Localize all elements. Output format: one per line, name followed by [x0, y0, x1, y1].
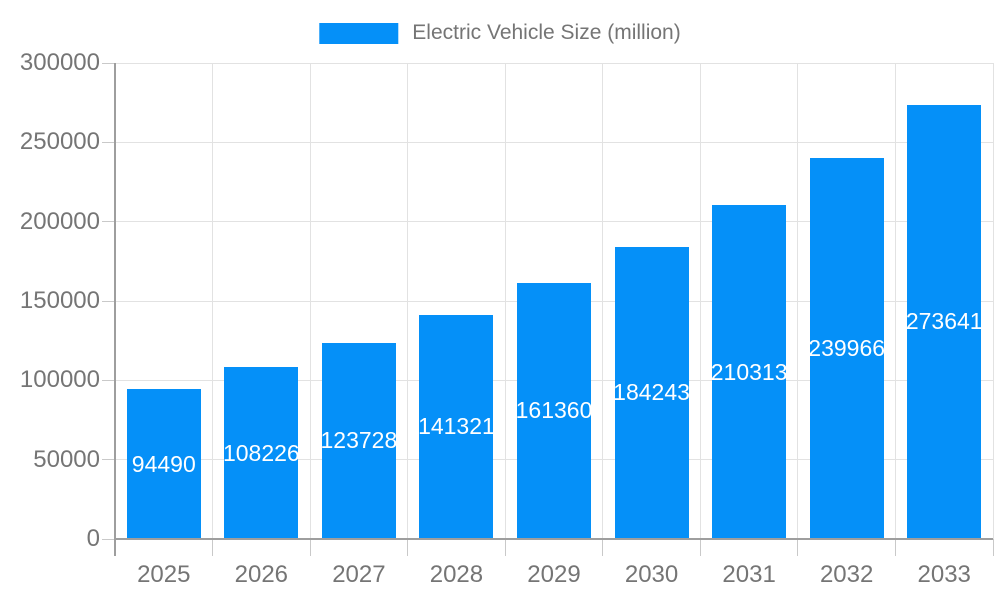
y-gridline: [115, 141, 993, 143]
x-tick: [212, 539, 214, 556]
x-tick: [602, 539, 604, 556]
bar-value-label: 141321: [419, 413, 494, 440]
bar[interactable]: 184243: [614, 246, 689, 539]
y-tick-label: 50000: [33, 445, 100, 473]
x-tick: [309, 539, 311, 556]
x-gridline: [309, 63, 311, 539]
legend-swatch: [319, 22, 399, 44]
x-tick: [699, 539, 701, 556]
bar[interactable]: 273641: [907, 104, 982, 539]
x-tick-label: 2030: [624, 561, 679, 588]
y-tick: [102, 379, 115, 381]
bar-value-label: 273641: [907, 308, 982, 335]
y-gridline: [115, 62, 993, 64]
y-tick-label: 100000: [19, 366, 100, 394]
bar-value-label: 94490: [131, 450, 196, 477]
y-axis-line: [114, 63, 116, 556]
bar[interactable]: 210313: [712, 205, 787, 539]
x-tick: [407, 539, 409, 556]
x-gridline: [797, 63, 799, 539]
y-tick-label: 200000: [19, 207, 100, 235]
x-tick-label: 2029: [527, 561, 581, 588]
x-tick-label: 2026: [234, 561, 289, 588]
x-tick: [894, 539, 896, 556]
x-gridline: [407, 63, 409, 539]
bar-value-label: 108226: [224, 439, 299, 466]
legend: Electric Vehicle Size (million): [319, 21, 681, 45]
y-tick: [102, 300, 115, 302]
y-tick-label: 250000: [19, 128, 100, 156]
bar-value-label: 239966: [809, 335, 884, 362]
y-tick: [102, 538, 115, 540]
y-tick-label: 150000: [19, 287, 100, 314]
y-gridline: [115, 221, 993, 223]
legend-label: Electric Vehicle Size (million): [412, 21, 681, 44]
bar-value-label: 184243: [614, 379, 689, 406]
y-tick: [102, 459, 115, 461]
x-gridline: [602, 63, 604, 539]
x-tick-label: 2027: [332, 561, 386, 588]
bar[interactable]: 239966: [809, 158, 884, 539]
bar-value-label: 123728: [321, 427, 396, 454]
bar[interactable]: 108226: [224, 367, 299, 539]
x-axis-baseline: [115, 538, 993, 540]
bar-value-label: 161360: [517, 397, 591, 424]
x-tick-label: 2033: [917, 561, 971, 588]
y-tick-label: 0: [86, 525, 100, 552]
bar[interactable]: 123728: [321, 342, 396, 539]
x-gridline: [504, 63, 506, 539]
bar[interactable]: 161360: [517, 282, 591, 539]
y-tick: [102, 62, 115, 64]
bar-value-label: 210313: [712, 358, 787, 385]
x-gridline: [212, 63, 214, 539]
x-tick-label: 2025: [137, 561, 191, 588]
y-tick: [102, 221, 115, 223]
x-tick-label: 2028: [429, 561, 484, 588]
bar[interactable]: 94490: [126, 389, 201, 539]
x-gridline: [894, 63, 896, 539]
x-tick: [992, 539, 994, 556]
y-tick-label: 300000: [19, 49, 100, 76]
bar[interactable]: 141321: [419, 314, 494, 539]
y-tick: [102, 141, 115, 143]
x-tick-label: 2031: [722, 561, 776, 588]
x-gridline: [699, 63, 701, 539]
x-tick: [504, 539, 506, 556]
x-tick-label: 2032: [819, 561, 874, 588]
x-gridline: [992, 63, 994, 539]
x-tick: [797, 539, 799, 556]
